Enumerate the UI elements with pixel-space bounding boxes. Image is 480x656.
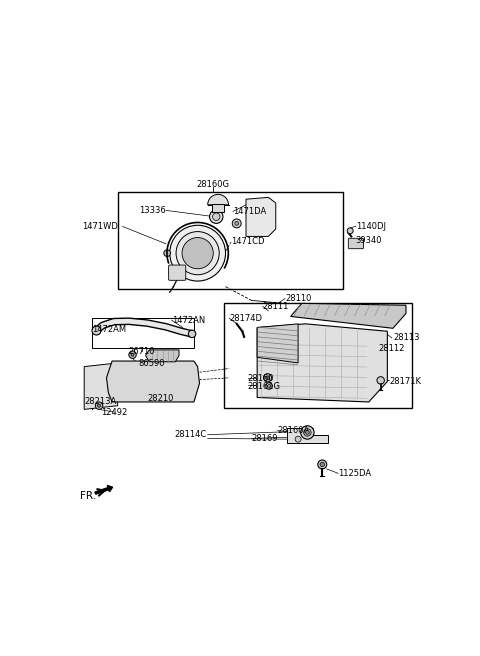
Circle shape [213, 213, 220, 220]
Text: 1472AN: 1472AN [172, 316, 205, 325]
Polygon shape [290, 303, 406, 328]
Circle shape [210, 210, 223, 224]
Text: 39340: 39340 [356, 236, 382, 245]
Text: 28111: 28111 [263, 302, 289, 311]
Circle shape [176, 232, 219, 275]
Text: FR.: FR. [81, 491, 96, 501]
Text: 28110: 28110 [285, 294, 312, 303]
Text: 1471CD: 1471CD [231, 237, 264, 247]
Circle shape [96, 402, 103, 409]
Text: 28210: 28210 [147, 394, 174, 403]
Text: 28160G: 28160G [196, 180, 229, 189]
Circle shape [235, 222, 239, 225]
Circle shape [232, 219, 241, 228]
Text: 26710: 26710 [129, 347, 155, 356]
Ellipse shape [210, 236, 219, 270]
Text: 28171K: 28171K [389, 377, 421, 386]
Bar [118, 192, 343, 289]
Text: 28160: 28160 [248, 375, 275, 383]
Polygon shape [246, 197, 276, 236]
Circle shape [97, 404, 100, 407]
Circle shape [182, 237, 213, 269]
Text: 86590: 86590 [138, 359, 165, 368]
FancyBboxPatch shape [348, 238, 363, 249]
Polygon shape [287, 428, 328, 443]
Text: 13336: 13336 [139, 206, 166, 215]
FancyArrow shape [95, 485, 113, 494]
Text: 28161G: 28161G [248, 382, 281, 391]
Circle shape [164, 250, 170, 256]
Circle shape [318, 460, 327, 469]
Text: 28169: 28169 [252, 434, 278, 443]
Polygon shape [257, 324, 298, 363]
Text: 28114C: 28114C [175, 430, 207, 440]
Circle shape [295, 436, 301, 442]
Circle shape [92, 326, 101, 335]
Circle shape [267, 384, 271, 388]
Circle shape [170, 225, 226, 281]
Text: 1125DA: 1125DA [338, 469, 372, 478]
Text: 1471DA: 1471DA [233, 207, 266, 216]
Bar [224, 303, 411, 407]
Circle shape [320, 462, 324, 466]
Text: 1472AM: 1472AM [92, 325, 126, 333]
Text: 12492: 12492 [101, 408, 127, 417]
Bar [212, 204, 224, 213]
Circle shape [377, 377, 384, 384]
Circle shape [131, 353, 134, 356]
Text: 28213A: 28213A [84, 398, 117, 407]
Polygon shape [84, 363, 118, 409]
Bar [92, 318, 194, 348]
Wedge shape [208, 194, 228, 205]
Polygon shape [145, 350, 179, 362]
Circle shape [129, 351, 136, 358]
FancyBboxPatch shape [168, 265, 186, 280]
Text: 28174D: 28174D [229, 314, 262, 323]
Circle shape [304, 429, 311, 436]
Text: 1140DJ: 1140DJ [356, 222, 386, 231]
Text: 28112: 28112 [378, 344, 405, 354]
Circle shape [266, 376, 269, 380]
Text: 28160A: 28160A [277, 426, 310, 435]
Polygon shape [107, 361, 200, 402]
Text: 1471WD: 1471WD [82, 222, 118, 231]
Circle shape [300, 426, 314, 439]
Circle shape [305, 430, 309, 434]
Circle shape [188, 330, 196, 338]
Polygon shape [257, 324, 387, 402]
Circle shape [264, 374, 272, 382]
Circle shape [266, 382, 273, 389]
Text: 28113: 28113 [393, 333, 420, 342]
Circle shape [347, 228, 353, 234]
